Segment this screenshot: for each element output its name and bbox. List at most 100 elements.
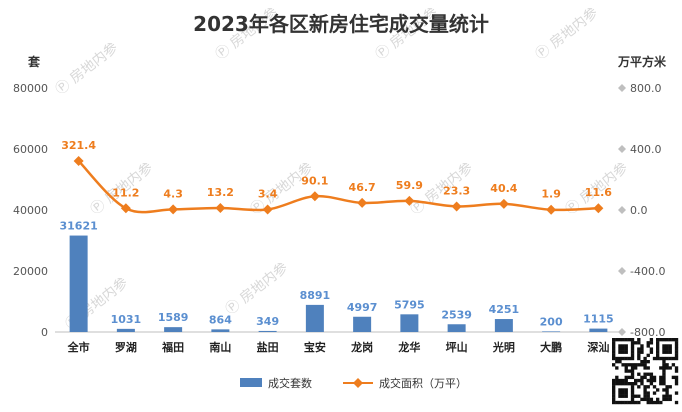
axes: 0 20000 40000 60000 80000 -800.0 -400.0 0.0 400.… bbox=[13, 82, 665, 339]
qr-module bbox=[649, 350, 654, 354]
qr-module bbox=[637, 353, 641, 358]
bar bbox=[589, 328, 608, 332]
qr-module bbox=[621, 350, 625, 354]
qr-module bbox=[665, 338, 669, 342]
qr-module bbox=[637, 385, 641, 389]
line-point bbox=[498, 198, 509, 209]
bar bbox=[258, 330, 277, 332]
qr-module bbox=[649, 400, 654, 405]
qr-module bbox=[665, 350, 669, 354]
qr-module bbox=[612, 400, 616, 405]
qr-module bbox=[618, 394, 622, 398]
qr-module bbox=[659, 375, 663, 380]
qr-module bbox=[643, 388, 647, 392]
qr-module bbox=[612, 347, 616, 351]
qr-module bbox=[621, 400, 625, 405]
qr-module bbox=[637, 347, 641, 351]
qr-module bbox=[612, 338, 616, 342]
right-axis-tick-marker bbox=[618, 145, 626, 153]
line-data-label: 4.3 bbox=[163, 187, 183, 200]
qr-module bbox=[656, 356, 660, 361]
qr-module bbox=[652, 400, 657, 405]
qr-module bbox=[621, 382, 625, 386]
qr-code-image bbox=[612, 338, 679, 405]
qr-module bbox=[662, 344, 666, 348]
qr-module bbox=[662, 363, 666, 367]
right-axis-tick-label: 400.0 bbox=[630, 143, 662, 156]
qr-module bbox=[612, 385, 616, 389]
qr-module bbox=[612, 391, 616, 395]
qr-module bbox=[624, 391, 628, 395]
qr-module bbox=[621, 378, 625, 383]
qr-module bbox=[668, 356, 672, 361]
qr-module bbox=[652, 391, 657, 395]
category-label: 大鹏 bbox=[540, 340, 562, 354]
qr-module bbox=[627, 382, 632, 386]
category-label: 坪山 bbox=[446, 340, 468, 354]
qr-module bbox=[630, 385, 635, 389]
qr-module bbox=[637, 356, 641, 361]
right-axis-tick-marker bbox=[618, 328, 626, 336]
qr-module bbox=[612, 397, 616, 402]
qr-module bbox=[649, 378, 654, 383]
qr-module bbox=[659, 338, 663, 342]
qr-module bbox=[621, 363, 625, 367]
qr-module bbox=[627, 400, 632, 405]
right-axis-tick-marker bbox=[618, 206, 626, 214]
line-point bbox=[309, 191, 320, 202]
qr-module bbox=[671, 356, 676, 361]
right-axis-tick-marker bbox=[618, 267, 626, 275]
line-point bbox=[593, 203, 604, 214]
qr-module bbox=[637, 350, 641, 354]
qr-module bbox=[618, 347, 622, 351]
line-data-label: 40.4 bbox=[490, 182, 517, 195]
qr-module bbox=[646, 397, 650, 402]
bar bbox=[164, 327, 183, 332]
qr-module bbox=[662, 360, 666, 364]
qr-module bbox=[640, 382, 644, 386]
qr-module bbox=[630, 369, 635, 373]
qr-module bbox=[652, 385, 657, 389]
line-point bbox=[120, 203, 131, 214]
qr-module bbox=[662, 347, 666, 351]
qr-module bbox=[665, 344, 669, 348]
left-axis-tick-label: 40000 bbox=[13, 204, 48, 217]
right-axis-tick-marker bbox=[618, 84, 626, 92]
bar-data-label: 2539 bbox=[441, 308, 472, 321]
legend: 成交套数 成交面积（万平） bbox=[240, 376, 467, 390]
qr-module bbox=[662, 378, 666, 383]
qr-module bbox=[662, 372, 666, 376]
qr-module bbox=[634, 382, 638, 386]
qr-module bbox=[668, 385, 672, 389]
bar-data-label: 4997 bbox=[347, 301, 378, 314]
qr-module bbox=[627, 363, 632, 367]
qr-module bbox=[662, 338, 666, 342]
qr-module bbox=[634, 378, 638, 383]
line-data-label: 3.4 bbox=[258, 187, 278, 200]
qr-module bbox=[674, 353, 679, 358]
qr-module bbox=[656, 341, 660, 345]
qr-module bbox=[649, 382, 654, 386]
qr-module bbox=[621, 356, 625, 361]
qr-module bbox=[615, 360, 619, 364]
qr-module bbox=[674, 378, 679, 383]
qr-module bbox=[671, 375, 676, 380]
qr-module bbox=[656, 350, 660, 354]
qr-module bbox=[624, 375, 628, 380]
right-axis-tick-label: -400.0 bbox=[630, 265, 665, 278]
category-labels: 全市 罗湖 福田 南山 盐田 宝安 龙岗 龙华 坪山 光明 大鹏 深汕 bbox=[67, 340, 610, 354]
bar bbox=[400, 314, 419, 332]
qr-module bbox=[643, 385, 647, 389]
qr-module bbox=[646, 344, 650, 348]
qr-module bbox=[618, 388, 622, 392]
line-data-label: 11.2 bbox=[112, 186, 139, 199]
qr-module bbox=[656, 353, 660, 358]
qr-module bbox=[649, 397, 654, 402]
qr-module bbox=[674, 338, 679, 342]
qr-module bbox=[630, 391, 635, 395]
qr-module bbox=[665, 363, 669, 367]
qr-module bbox=[665, 356, 669, 361]
qr-module bbox=[643, 356, 647, 361]
qr-module bbox=[630, 338, 635, 342]
qr-module bbox=[649, 372, 654, 376]
